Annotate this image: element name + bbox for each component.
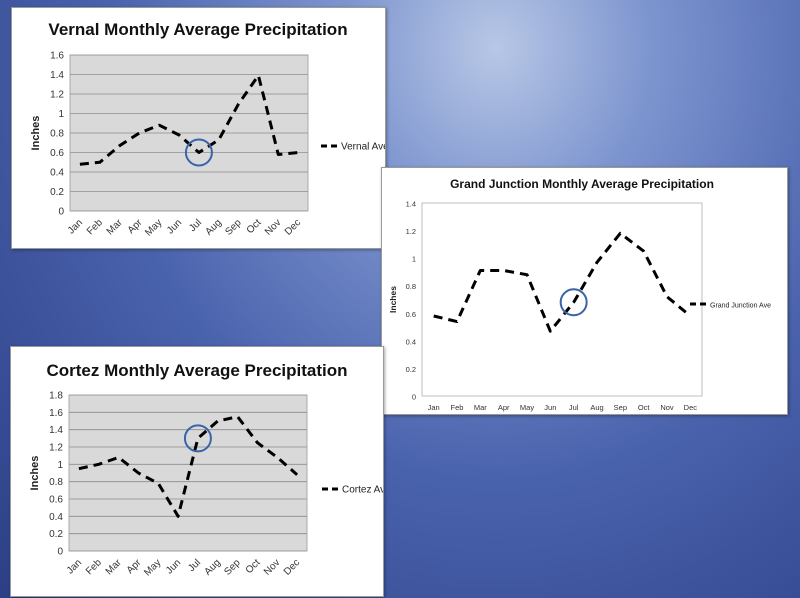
y-tick-label: 0 xyxy=(412,393,416,402)
x-tick-label: Sep xyxy=(222,557,243,578)
series-line xyxy=(78,415,299,518)
y-tick-label: 1.6 xyxy=(49,408,63,419)
highlight-circle xyxy=(559,288,588,317)
vernal-chart-panel: Vernal Monthly Average Precipitation 0 0.2… xyxy=(11,7,386,249)
x-tick-label: Jul xyxy=(569,403,579,412)
x-tick-label: May xyxy=(142,557,163,578)
y-tick-label: 1.2 xyxy=(406,227,416,236)
highlight-circle xyxy=(184,138,213,167)
y-tick-label: 0.6 xyxy=(50,148,64,159)
x-tick-label: Feb xyxy=(84,557,104,577)
y-tick-label: 0.8 xyxy=(406,282,416,291)
y-tick-label: 1.4 xyxy=(49,425,63,436)
x-tick-label: Oct xyxy=(245,217,264,236)
y-tick-label: 1.6 xyxy=(50,51,64,62)
y-tick-label: 0 xyxy=(58,207,64,218)
vernal-chart: Vernal Monthly Average Precipitation 0 0.2… xyxy=(30,20,385,238)
y-tick-label: 1.8 xyxy=(49,391,63,402)
y-tick-label: 1.4 xyxy=(50,70,64,81)
x-tick-label: Oct xyxy=(244,557,263,576)
x-tick-label: Jan xyxy=(428,403,440,412)
y-tick-label: 1.2 xyxy=(50,90,64,101)
legend-label: Cortez Ave xyxy=(342,485,383,496)
plot-area xyxy=(422,203,702,396)
x-tick-label: Feb xyxy=(451,403,464,412)
x-tick-label: Dec xyxy=(283,217,303,237)
y-tick-label: 0.4 xyxy=(406,337,416,346)
legend-label: Grand Junction Ave xyxy=(710,303,771,310)
y-tick-label: 1.2 xyxy=(49,443,63,454)
x-tick-label: Sep xyxy=(614,403,627,412)
x-tick-label: Oct xyxy=(638,403,651,412)
y-tick-label: 0 xyxy=(57,547,63,558)
legend-label: Vernal Ave xyxy=(341,142,385,153)
chart-title: Vernal Monthly Average Precipitation xyxy=(48,20,347,39)
y-tick-label: 1 xyxy=(57,460,63,471)
cortez-chart: Cortez Monthly Average Precipitation 0 0.2… xyxy=(29,361,383,578)
x-tick-label: Jan xyxy=(65,557,84,576)
x-tick-label: Dec xyxy=(684,403,698,412)
y-tick-label: 0.6 xyxy=(49,495,63,506)
x-tick-label: Sep xyxy=(223,217,244,238)
y-tick-label: 1 xyxy=(58,109,64,120)
chart-title: Cortez Monthly Average Precipitation xyxy=(46,361,347,380)
x-tick-label: Mar xyxy=(105,217,125,237)
x-tick-label: Aug xyxy=(590,403,603,412)
x-tick-label: Nov xyxy=(660,403,674,412)
x-tick-label: May xyxy=(520,403,534,412)
y-axis-label: Inches xyxy=(30,116,42,151)
y-tick-label: 0.6 xyxy=(406,310,416,319)
x-tick-label: Mar xyxy=(474,403,487,412)
y-tick-label: 0.2 xyxy=(406,365,416,374)
x-tick-label: Apr xyxy=(126,217,145,236)
x-tick-label: Aug xyxy=(204,217,224,237)
y-tick-label: 1.4 xyxy=(406,200,416,209)
x-tick-label: Apr xyxy=(498,403,510,412)
y-axis-label: Inches xyxy=(388,286,398,313)
x-tick-label: Aug xyxy=(203,557,223,577)
grand-junction-chart: Grand Junction Monthly Average Precipita… xyxy=(388,177,771,412)
x-tick-label: Jul xyxy=(186,557,203,574)
x-tick-label: Feb xyxy=(85,217,105,237)
y-tick-label: 0.2 xyxy=(49,529,63,540)
y-tick-label: 0.8 xyxy=(49,477,63,488)
x-tick-label: Nov xyxy=(263,217,283,237)
y-tick-label: 0.4 xyxy=(50,168,64,179)
grand-junction-chart-panel: Grand Junction Monthly Average Precipita… xyxy=(381,167,788,415)
x-tick-label: Mar xyxy=(104,557,124,577)
chart-title: Grand Junction Monthly Average Precipita… xyxy=(450,177,714,191)
y-tick-label: 0.4 xyxy=(49,512,63,523)
plot-border xyxy=(421,202,703,397)
x-tick-label: May xyxy=(143,217,164,238)
x-tick-label: Apr xyxy=(125,557,144,576)
y-tick-label: 1 xyxy=(412,255,416,264)
x-tick-label: Jun xyxy=(544,403,556,412)
x-tick-label: Jun xyxy=(165,217,184,236)
cortez-chart-panel: Cortez Monthly Average Precipitation 0 0.2… xyxy=(10,346,384,597)
x-tick-label: Nov xyxy=(262,557,282,577)
y-tick-label: 0.2 xyxy=(50,187,64,198)
plot-border xyxy=(69,54,309,212)
x-tick-label: Jul xyxy=(187,217,204,234)
y-axis-label: Inches xyxy=(29,456,41,491)
highlight-circle xyxy=(183,424,212,453)
y-tick-label: 0.8 xyxy=(50,129,64,140)
x-tick-label: Jun xyxy=(164,557,183,576)
x-tick-label: Jan xyxy=(66,217,85,236)
plot-border xyxy=(68,394,308,552)
x-tick-label: Dec xyxy=(282,557,302,577)
series-line xyxy=(433,231,692,333)
